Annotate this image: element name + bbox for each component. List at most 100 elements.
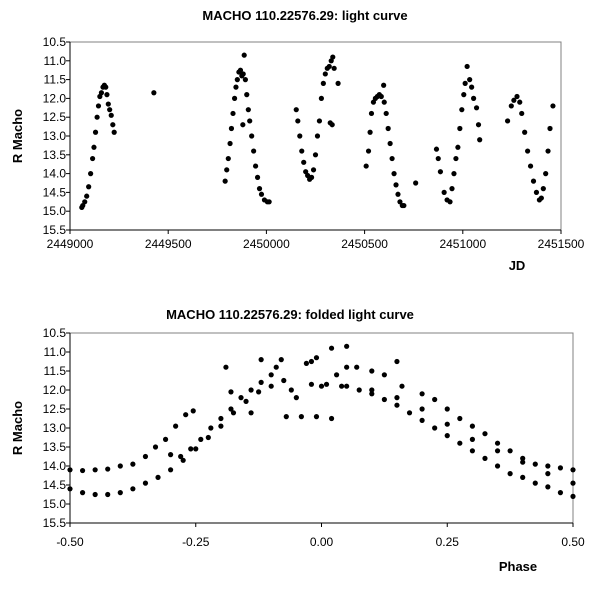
data-point bbox=[110, 122, 116, 128]
data-point bbox=[525, 148, 531, 154]
data-point bbox=[399, 383, 405, 389]
data-point bbox=[444, 433, 450, 439]
data-point bbox=[520, 459, 526, 465]
data-point bbox=[494, 448, 501, 454]
data-point bbox=[401, 202, 407, 209]
data-point bbox=[218, 415, 224, 422]
data-point bbox=[117, 463, 123, 469]
data-point bbox=[318, 383, 325, 389]
y-tick-label: 15.5 bbox=[43, 223, 67, 237]
data-point bbox=[344, 343, 350, 349]
data-point bbox=[117, 490, 123, 496]
data-point bbox=[365, 148, 372, 154]
folded-light-curve-chart: MACHO 110.22576.29: folded light curve R… bbox=[10, 307, 585, 574]
data-point bbox=[557, 490, 564, 496]
x-tick-label: 0.25 bbox=[436, 535, 460, 549]
data-point bbox=[557, 465, 564, 471]
data-point bbox=[545, 471, 551, 477]
data-point bbox=[464, 63, 470, 70]
data-point bbox=[308, 381, 315, 387]
y-tick-label: 12.0 bbox=[43, 383, 67, 397]
data-point bbox=[507, 448, 513, 454]
data-point bbox=[322, 71, 328, 77]
data-point bbox=[178, 453, 184, 460]
data-point bbox=[530, 178, 537, 184]
data-point bbox=[389, 155, 395, 162]
data-point bbox=[230, 410, 237, 416]
data-point bbox=[241, 52, 247, 58]
data-point bbox=[142, 480, 149, 486]
y-tick-label: 12.5 bbox=[43, 402, 67, 416]
data-point bbox=[222, 178, 228, 184]
data-point bbox=[447, 199, 453, 205]
data-point bbox=[328, 415, 335, 422]
data-point bbox=[208, 425, 214, 431]
data-point bbox=[308, 358, 315, 365]
data-point bbox=[494, 440, 501, 446]
data-point bbox=[469, 84, 475, 90]
data-point bbox=[188, 446, 194, 452]
data-point bbox=[105, 491, 111, 498]
y-tick-label: 12.0 bbox=[43, 91, 67, 105]
data-point bbox=[433, 146, 440, 152]
data-point bbox=[457, 440, 463, 446]
data-point bbox=[381, 82, 387, 88]
data-point bbox=[323, 381, 330, 387]
data-point bbox=[527, 163, 534, 169]
data-point bbox=[406, 410, 413, 416]
y-axis-label: R Macho bbox=[10, 109, 25, 163]
data-point bbox=[532, 461, 538, 467]
data-point bbox=[230, 110, 236, 117]
data-point bbox=[419, 406, 425, 412]
data-point bbox=[223, 364, 229, 370]
x-tick-label: -0.25 bbox=[182, 535, 210, 549]
y-axis-label: R Macho bbox=[10, 401, 25, 455]
data-point bbox=[570, 493, 576, 499]
data-point bbox=[522, 129, 528, 135]
data-point bbox=[419, 391, 425, 397]
data-point bbox=[444, 421, 450, 427]
data-point bbox=[92, 491, 98, 498]
data-point bbox=[459, 107, 465, 113]
data-point bbox=[508, 103, 514, 109]
data-point bbox=[242, 77, 248, 83]
data-point bbox=[455, 144, 461, 150]
data-point bbox=[394, 395, 400, 401]
data-point bbox=[67, 467, 73, 473]
data-point bbox=[293, 107, 299, 113]
data-point bbox=[397, 199, 403, 205]
data-point bbox=[369, 368, 375, 374]
data-point bbox=[330, 54, 336, 60]
data-point bbox=[95, 103, 102, 109]
data-point bbox=[297, 133, 303, 139]
data-point bbox=[394, 358, 400, 365]
data-point bbox=[356, 387, 362, 393]
data-point bbox=[457, 125, 463, 132]
data-point bbox=[238, 395, 244, 401]
data-point bbox=[256, 186, 263, 192]
data-point bbox=[92, 129, 99, 135]
data-point bbox=[310, 167, 317, 173]
data-point bbox=[231, 95, 238, 101]
data-point bbox=[98, 90, 105, 96]
x-tick-label: 0.50 bbox=[561, 535, 585, 549]
data-point bbox=[318, 95, 324, 101]
data-point bbox=[198, 436, 204, 442]
data-point bbox=[494, 463, 501, 469]
data-point bbox=[301, 159, 307, 165]
data-point bbox=[168, 452, 174, 458]
data-point bbox=[335, 80, 341, 86]
y-tick-label: 15.5 bbox=[43, 516, 67, 530]
data-point bbox=[504, 118, 511, 124]
data-point bbox=[88, 171, 94, 177]
data-point bbox=[168, 467, 174, 473]
data-point bbox=[89, 155, 96, 162]
x-tick-label: 2451000 bbox=[439, 237, 486, 251]
data-point bbox=[519, 110, 525, 117]
data-point bbox=[328, 345, 335, 351]
data-point bbox=[457, 415, 463, 422]
data-point bbox=[240, 122, 246, 128]
data-point bbox=[385, 125, 391, 132]
data-point bbox=[266, 199, 272, 205]
